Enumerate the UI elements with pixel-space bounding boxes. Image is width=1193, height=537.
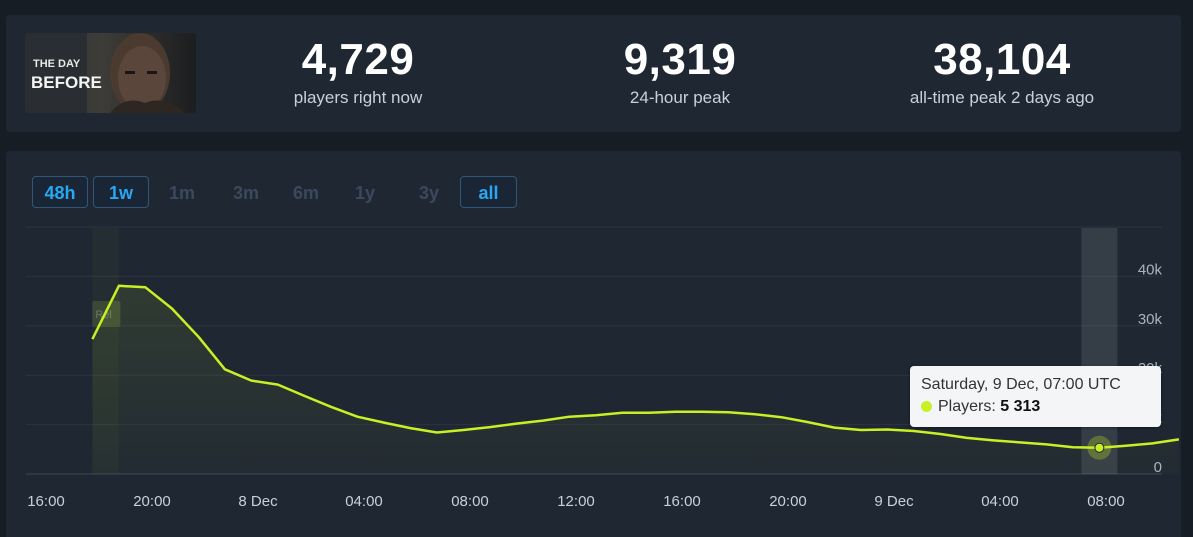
x-tick-label: 04:00 bbox=[981, 493, 1019, 510]
x-tick-label: 8 Dec bbox=[238, 493, 278, 510]
chart-tooltip: Saturday, 9 Dec, 07:00 UTC Players: 5 31… bbox=[910, 366, 1161, 427]
range-48h-button[interactable]: 48h bbox=[32, 176, 88, 208]
x-tick-label: 16:00 bbox=[27, 493, 65, 510]
x-tick-label: 20:00 bbox=[769, 493, 807, 510]
tooltip-date: Saturday, 9 Dec, 07:00 UTC bbox=[921, 376, 1121, 393]
cover-title-line2: BEFORE bbox=[31, 73, 102, 92]
day-peak-label: 24-hour peak bbox=[629, 88, 731, 107]
current-players-value: 4,729 bbox=[301, 35, 415, 84]
day-peak-stat: 9,319 24-hour peak bbox=[530, 33, 830, 109]
range-1m-button[interactable]: 1m bbox=[154, 176, 210, 208]
x-tick-label: 08:00 bbox=[1087, 493, 1125, 510]
range-all-button[interactable]: all bbox=[460, 176, 517, 208]
all-time-peak-value: 38,104 bbox=[933, 35, 1071, 84]
current-players-label: players right now bbox=[293, 88, 423, 107]
range-6m-button[interactable]: 6m bbox=[277, 176, 335, 208]
game-cover-art: THE DAY BEFORE bbox=[25, 33, 196, 113]
tooltip-row: Players: 5 313 bbox=[921, 398, 1040, 416]
range-3y-button[interactable]: 3y bbox=[402, 176, 456, 208]
current-players-stat: 4,729 players right now bbox=[208, 33, 508, 109]
tooltip-series-label: Players: bbox=[938, 398, 996, 415]
y-tick-label: 0 bbox=[1154, 459, 1162, 476]
range-1w-button[interactable]: 1w bbox=[93, 176, 149, 208]
cover-title-line1: THE DAY bbox=[33, 58, 81, 70]
range-3m-button[interactable]: 3m bbox=[215, 176, 277, 208]
x-tick-label: 20:00 bbox=[133, 493, 171, 510]
x-tick-label: 16:00 bbox=[663, 493, 701, 510]
players-area-fill bbox=[92, 285, 1179, 474]
range-1y-button[interactable]: 1y bbox=[340, 176, 390, 208]
x-tick-label: 12:00 bbox=[557, 493, 595, 510]
players-series-line bbox=[91, 284, 1180, 450]
x-tick-label: 08:00 bbox=[451, 493, 489, 510]
all-time-peak-stat: 38,104 all-time peak 2 days ago bbox=[852, 33, 1152, 109]
day-peak-value: 9,319 bbox=[623, 35, 737, 84]
game-cover-image[interactable]: THE DAY BEFORE bbox=[25, 33, 196, 113]
x-tick-label: 04:00 bbox=[345, 493, 383, 510]
stats-panel: THE DAY BEFORE 4,729 players right now 9… bbox=[6, 15, 1181, 132]
x-axis-ticks: 16:00 20:00 8 Dec 04:00 08:00 12:00 16:00 20:00… bbox=[27, 493, 1125, 510]
y-tick-label: 40k bbox=[1138, 261, 1163, 278]
tooltip-value: 5 313 bbox=[1000, 398, 1041, 415]
y-tick-label: 30k bbox=[1138, 311, 1163, 328]
series-color-dot bbox=[921, 401, 932, 412]
x-tick-label: 9 Dec bbox=[874, 493, 914, 510]
hover-crosshair-band bbox=[1081, 228, 1118, 474]
all-time-peak-label: all-time peak 2 days ago bbox=[909, 88, 1095, 107]
hover-point[interactable] bbox=[1094, 442, 1105, 453]
